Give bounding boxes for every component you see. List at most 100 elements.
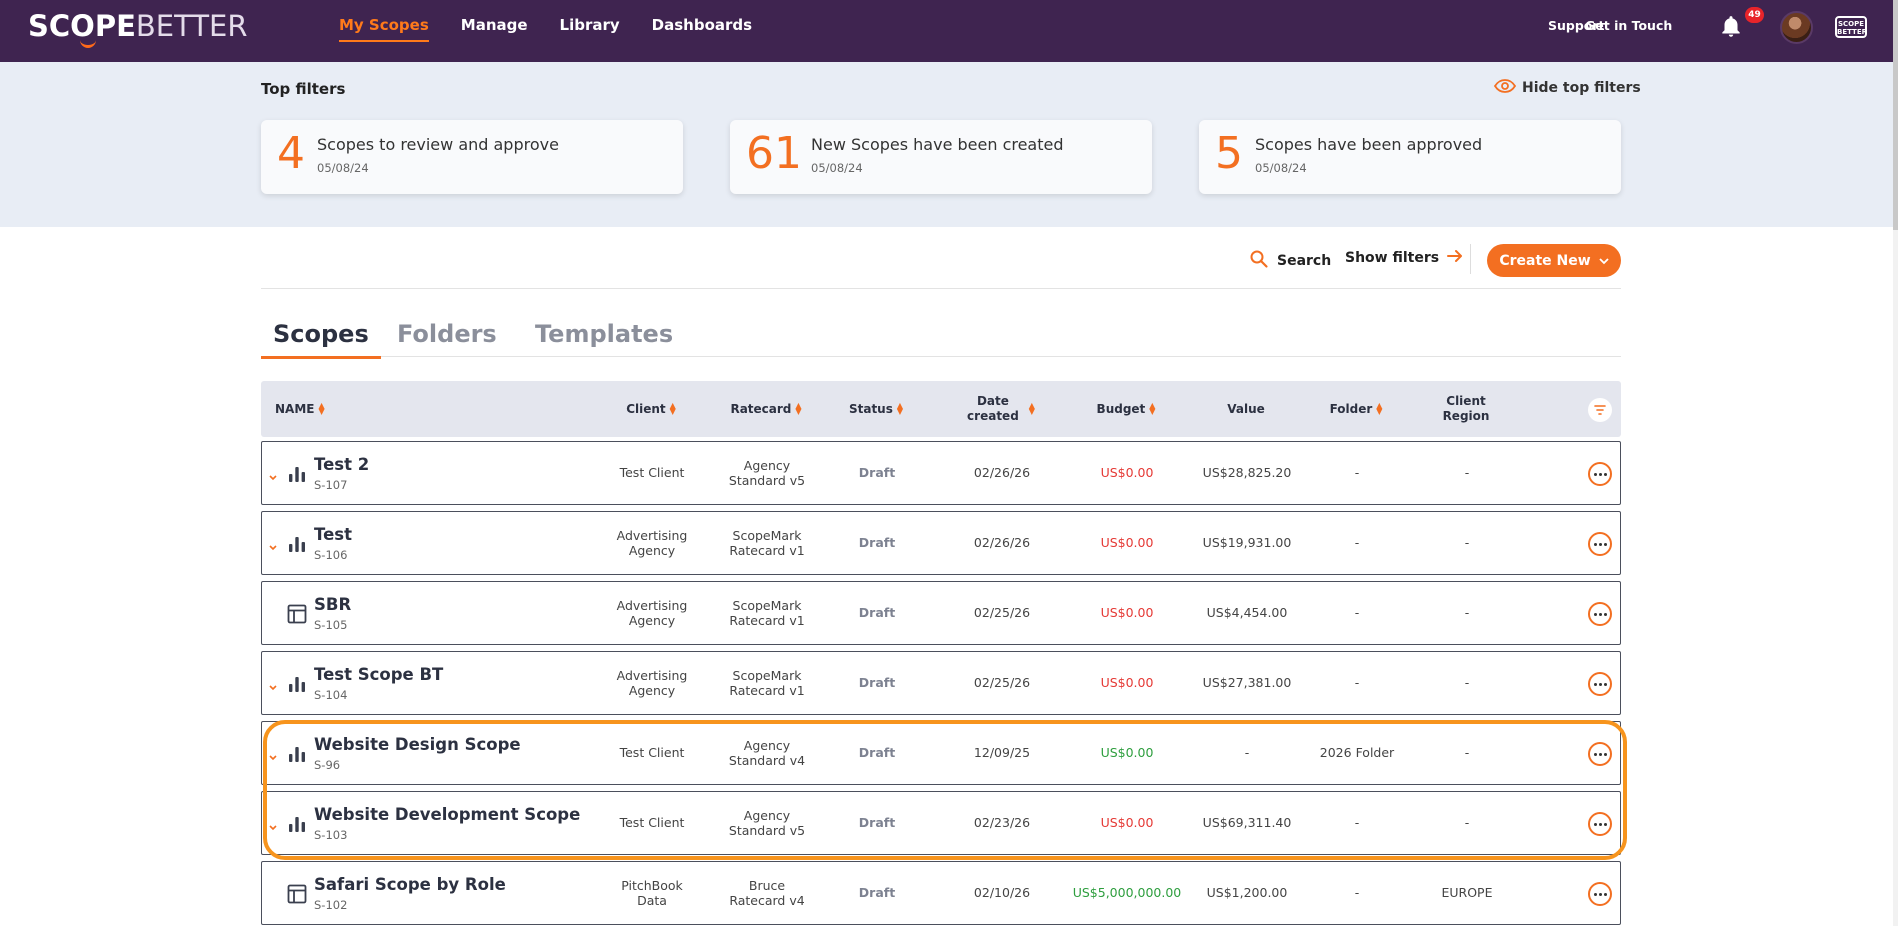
date-created-cell: 12/09/25: [973, 745, 1031, 761]
workspace-logo-icon[interactable]: SCOPE BETTER: [1835, 16, 1867, 38]
budget-cell: US$0.00: [1100, 815, 1154, 831]
search-button[interactable]: Search: [1249, 249, 1331, 273]
user-avatar[interactable]: [1780, 11, 1813, 44]
table-icon: [287, 884, 307, 904]
client-cell: PitchBook Data: [621, 877, 683, 909]
table-row[interactable]: Safari Scope by Role S-102 PitchBook Data Br…: [261, 861, 1621, 925]
show-filters-button[interactable]: Show filters: [1345, 249, 1463, 267]
expand-chevron-icon[interactable]: [268, 678, 278, 691]
scopebetter-logo[interactable]: SCOPEBETTER: [28, 9, 248, 48]
scope-name[interactable]: Test: [314, 525, 352, 544]
header-label: Client Region: [1442, 394, 1490, 423]
column-filter-icon[interactable]: [1588, 398, 1612, 422]
more-options-button[interactable]: [1588, 882, 1612, 906]
support-link[interactable]: Support: [1548, 18, 1605, 33]
expand-chevron-icon[interactable]: [268, 468, 278, 481]
search-label: Search: [1277, 253, 1332, 269]
table-row[interactable]: Website Development Scope S-103 Test Clien…: [261, 791, 1621, 855]
status-badge: Draft: [858, 745, 896, 761]
ratecard-cell: ScopeMark Ratecard v1: [729, 667, 805, 699]
folder-cell: -: [1354, 815, 1360, 831]
table-row[interactable]: Test S-106 Advertising Agency ScopeMark Ratec…: [261, 511, 1621, 575]
scope-code: S-105: [314, 618, 348, 632]
nav-library[interactable]: Library: [559, 16, 620, 34]
column-header-date-created[interactable]: Date created ▲ ▼: [956, 381, 1046, 437]
stat-card-created[interactable]: 61 New Scopes have been created 05/08/24: [730, 120, 1152, 194]
header-label: Folder: [1329, 401, 1373, 416]
stat-date: 05/08/24: [317, 161, 369, 175]
scope-name[interactable]: SBR: [314, 595, 352, 614]
section-divider: [261, 288, 1621, 289]
stat-card-review[interactable]: 4 Scopes to review and approve 05/08/24: [261, 120, 683, 194]
folder-cell: -: [1354, 885, 1360, 901]
client-region-cell: -: [1464, 535, 1470, 551]
hide-top-filters-button[interactable]: Hide top filters: [1493, 79, 1641, 97]
value-cell: -: [1244, 745, 1250, 761]
table-row[interactable]: Test Scope BT S-104 Advertising Agency Scope…: [261, 651, 1621, 715]
column-header-client[interactable]: Client ▲ ▼: [611, 381, 691, 437]
status-badge: Draft: [858, 885, 896, 901]
notifications-count-badge: 49: [1745, 7, 1764, 23]
top-navigation-bar: SCOPEBETTER My Scopes Manage Library Das…: [0, 0, 1898, 62]
header-label: Value: [1227, 401, 1265, 416]
more-options-button[interactable]: [1588, 672, 1612, 696]
tab-templates[interactable]: Templates: [535, 320, 674, 348]
scope-name[interactable]: Website Design Scope: [314, 735, 521, 754]
scope-name[interactable]: Safari Scope by Role: [314, 875, 506, 894]
value-cell: US$19,931.00: [1202, 535, 1292, 551]
expand-chevron-icon[interactable]: [268, 818, 278, 831]
show-filters-label: Show filters: [1345, 250, 1440, 266]
notifications-bell-icon[interactable]: [1718, 14, 1744, 40]
scope-name[interactable]: Test 2: [314, 455, 370, 474]
tab-scopes[interactable]: Scopes: [261, 318, 381, 359]
more-options-button[interactable]: [1588, 812, 1612, 836]
column-header-ratecard[interactable]: Ratecard ▲ ▼: [721, 381, 811, 437]
more-options-button[interactable]: [1588, 532, 1612, 556]
date-created-cell: 02/25/26: [973, 675, 1031, 691]
tab-folders[interactable]: Folders: [397, 320, 497, 348]
get-in-touch-link[interactable]: Get in Touch: [1585, 18, 1673, 33]
status-badge: Draft: [858, 815, 896, 831]
more-options-button[interactable]: [1588, 602, 1612, 626]
expand-chevron-icon[interactable]: [268, 538, 278, 551]
scope-name[interactable]: Website Development Scope: [314, 805, 581, 824]
more-options-button[interactable]: [1588, 742, 1612, 766]
client-cell: Test Client: [619, 745, 685, 761]
nav-my-scopes[interactable]: My Scopes: [339, 0, 429, 62]
chevron-down-icon: [1599, 253, 1609, 269]
column-header-folder[interactable]: Folder ▲ ▼: [1311, 381, 1401, 437]
nav-manage[interactable]: Manage: [460, 16, 528, 34]
column-header-budget[interactable]: Budget ▲ ▼: [1081, 381, 1171, 437]
column-header-status[interactable]: Status ▲ ▼: [836, 381, 916, 437]
sort-icon: ▲ ▼: [1149, 401, 1156, 416]
table-row[interactable]: SBR S-105 Advertising Agency ScopeMark Rateca…: [261, 581, 1621, 645]
client-region-cell: -: [1464, 675, 1470, 691]
expand-chevron-icon[interactable]: [268, 748, 278, 761]
nav-dashboards[interactable]: Dashboards: [651, 16, 753, 34]
ratecard-cell: Bruce Ratecard v4: [729, 877, 805, 909]
column-header-name[interactable]: NAME ▲ ▼: [275, 381, 335, 437]
column-header-client-region: Client Region: [1421, 381, 1511, 437]
logo-text-light: BETTER: [135, 9, 248, 43]
page-scrollbar[interactable]: [1893, 62, 1898, 926]
stat-card-approved[interactable]: 5 Scopes have been approved 05/08/24: [1199, 120, 1621, 194]
client-cell: Test Client: [619, 815, 685, 831]
more-options-button[interactable]: [1588, 462, 1612, 486]
header-label: Status: [848, 401, 893, 416]
table-header: NAME ▲ ▼ Client ▲ ▼ Ratecard ▲ ▼ Status ▲ ▼ Date…: [261, 381, 1621, 437]
client-region-cell: -: [1464, 605, 1470, 621]
table-row[interactable]: Test 2 S-107 Test Client Agency Standard v5 D…: [261, 441, 1621, 505]
budget-cell: US$0.00: [1100, 675, 1154, 691]
sort-icon: ▲ ▼: [896, 401, 904, 416]
date-created-cell: 02/10/26: [973, 885, 1031, 901]
ratecard-cell: Agency Standard v4: [728, 737, 806, 769]
scope-name[interactable]: Test Scope BT: [314, 665, 444, 684]
page-scrollbar-thumb[interactable]: [1893, 0, 1898, 230]
create-new-button[interactable]: Create New: [1487, 244, 1621, 277]
value-cell: US$4,454.00: [1206, 605, 1288, 621]
table-row[interactable]: Website Design Scope S-96 Test Client Agenc…: [261, 721, 1621, 785]
sort-icon: ▲ ▼: [318, 401, 325, 416]
folder-cell: -: [1354, 605, 1360, 621]
ratecard-cell: ScopeMark Ratecard v1: [729, 527, 805, 559]
header-label: Client: [626, 401, 666, 416]
